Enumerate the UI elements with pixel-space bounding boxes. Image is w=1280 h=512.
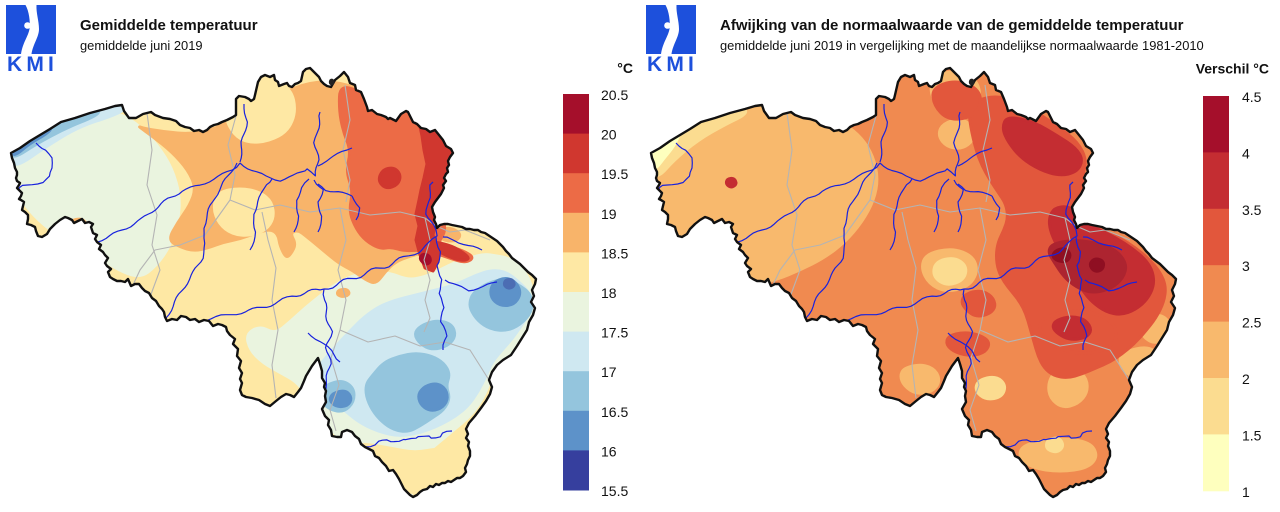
svg-text:4.5: 4.5 bbox=[1242, 89, 1262, 105]
svg-text:KMI: KMI bbox=[647, 53, 698, 76]
svg-text:Gemiddelde temperatuur: Gemiddelde temperatuur bbox=[80, 17, 258, 34]
svg-text:16: 16 bbox=[601, 443, 617, 459]
svg-text:Afwijking van de normaalwaarde: Afwijking van de normaalwaarde van de ge… bbox=[720, 17, 1184, 34]
svg-text:3.5: 3.5 bbox=[1242, 202, 1262, 218]
svg-text:2.5: 2.5 bbox=[1242, 315, 1262, 331]
svg-text:19.5: 19.5 bbox=[601, 166, 628, 182]
svg-text:1: 1 bbox=[1242, 484, 1250, 500]
svg-text:gemiddelde juni 2019: gemiddelde juni 2019 bbox=[80, 38, 203, 53]
svg-text:17.5: 17.5 bbox=[601, 325, 628, 341]
svg-text:1.5: 1.5 bbox=[1242, 427, 1262, 443]
svg-text:4: 4 bbox=[1242, 145, 1250, 161]
svg-text:19: 19 bbox=[601, 206, 617, 222]
svg-text:Verschil °C: Verschil °C bbox=[1196, 61, 1269, 77]
svg-text:KMI: KMI bbox=[7, 53, 58, 76]
svg-text:°C: °C bbox=[617, 60, 633, 76]
svg-text:18.5: 18.5 bbox=[601, 245, 628, 261]
svg-text:15.5: 15.5 bbox=[601, 483, 628, 499]
svg-text:20.5: 20.5 bbox=[601, 87, 628, 103]
svg-text:20: 20 bbox=[601, 127, 617, 143]
svg-text:gemiddelde juni 2019 in vergel: gemiddelde juni 2019 in vergelijking met… bbox=[720, 38, 1204, 53]
svg-text:17: 17 bbox=[601, 364, 617, 380]
svg-text:2: 2 bbox=[1242, 371, 1250, 387]
svg-text:16.5: 16.5 bbox=[601, 404, 628, 420]
svg-text:18: 18 bbox=[601, 285, 617, 301]
svg-text:3: 3 bbox=[1242, 258, 1250, 274]
